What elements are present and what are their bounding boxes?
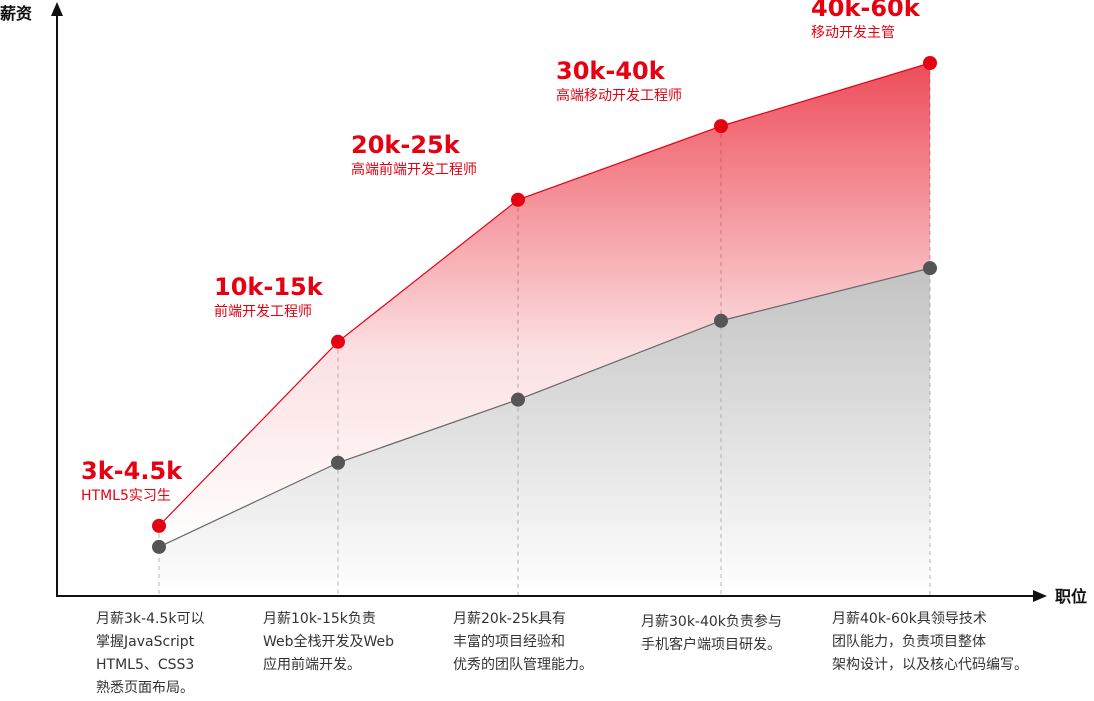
x-axis-label: 职位 [1055,587,1087,606]
description-line: 团队能力，负责项目整体 [832,634,986,650]
y-axis-arrow-icon [51,2,63,16]
description-line: 优秀的团队管理能力。 [453,657,593,673]
description-line: Web全栈开发及Web [263,634,395,650]
role-label: HTML5实习生 [81,488,171,504]
description-line: 月薪40k-60k具领导技术 [832,611,987,627]
description-line: 月薪10k-15k负责 [263,611,376,627]
description-block: 月薪40k-60k具领导技术 团队能力，负责项目整体架构设计，以及核心代码编写。 [832,608,1028,677]
description-line: 掌握JavaScript [96,634,195,650]
description-line: 月薪3k-4.5k可以 [96,611,205,627]
description-block: 月薪30k-40k负责参与 手机客户端项目研发。 [641,611,782,657]
description-line: 月薪30k-40k负责参与 [641,614,782,630]
description-line: 手机客户端项目研发。 [641,637,781,653]
role-label: 高端前端开发工程师 [351,161,477,178]
description-line: 熟悉页面布局。 [96,680,194,696]
red-point [331,334,345,349]
point-labels: 3k-4.5k HTML5实习生 10k-15k 前端开发工程师 20k-25k 高端前端… [81,0,921,504]
description-block: 月薪3k-4.5k可以 掌握JavaScript HTML5、CSS3 熟悉页面布局。 [96,608,204,700]
red-point [152,518,166,533]
y-axis-label: 薪资 [0,4,32,23]
x-axis-arrow-icon [1033,590,1047,602]
red-series-area [159,63,930,547]
salary-label: 20k-25k [351,131,461,159]
gray-point [152,539,166,554]
role-label: 移动开发主管 [811,25,895,41]
salary-label: 40k-60k [811,0,921,22]
gray-point [511,392,525,407]
red-point [923,56,937,70]
salary-label: 30k-40k [556,57,666,85]
description-line: 架构设计，以及核心代码编写。 [832,657,1028,673]
role-label: 高端移动开发工程师 [556,87,682,104]
description-block: 月薪20k-25k具有 丰富的项目经验和优秀的团队管理能力。 [453,608,593,677]
role-label: 前端开发工程师 [214,303,312,320]
gray-point [923,261,937,276]
salary-label: 3k-4.5k [81,457,183,485]
gray-series-area [159,268,930,596]
description-line: 应用前端开发。 [263,657,361,673]
gray-point [331,455,345,470]
gray-point [714,313,728,328]
salary-label: 10k-15k [214,273,324,301]
data-points [152,56,937,554]
red-point [714,119,728,134]
description-line: 月薪20k-25k具有 [453,611,566,627]
description-line: 丰富的项目经验和 [453,634,565,650]
description-block: 月薪10k-15k负责 Web全栈开发及Web 应用前端开发。 [263,608,394,677]
red-point [511,192,525,207]
description-line: HTML5、CSS3 [96,657,195,673]
